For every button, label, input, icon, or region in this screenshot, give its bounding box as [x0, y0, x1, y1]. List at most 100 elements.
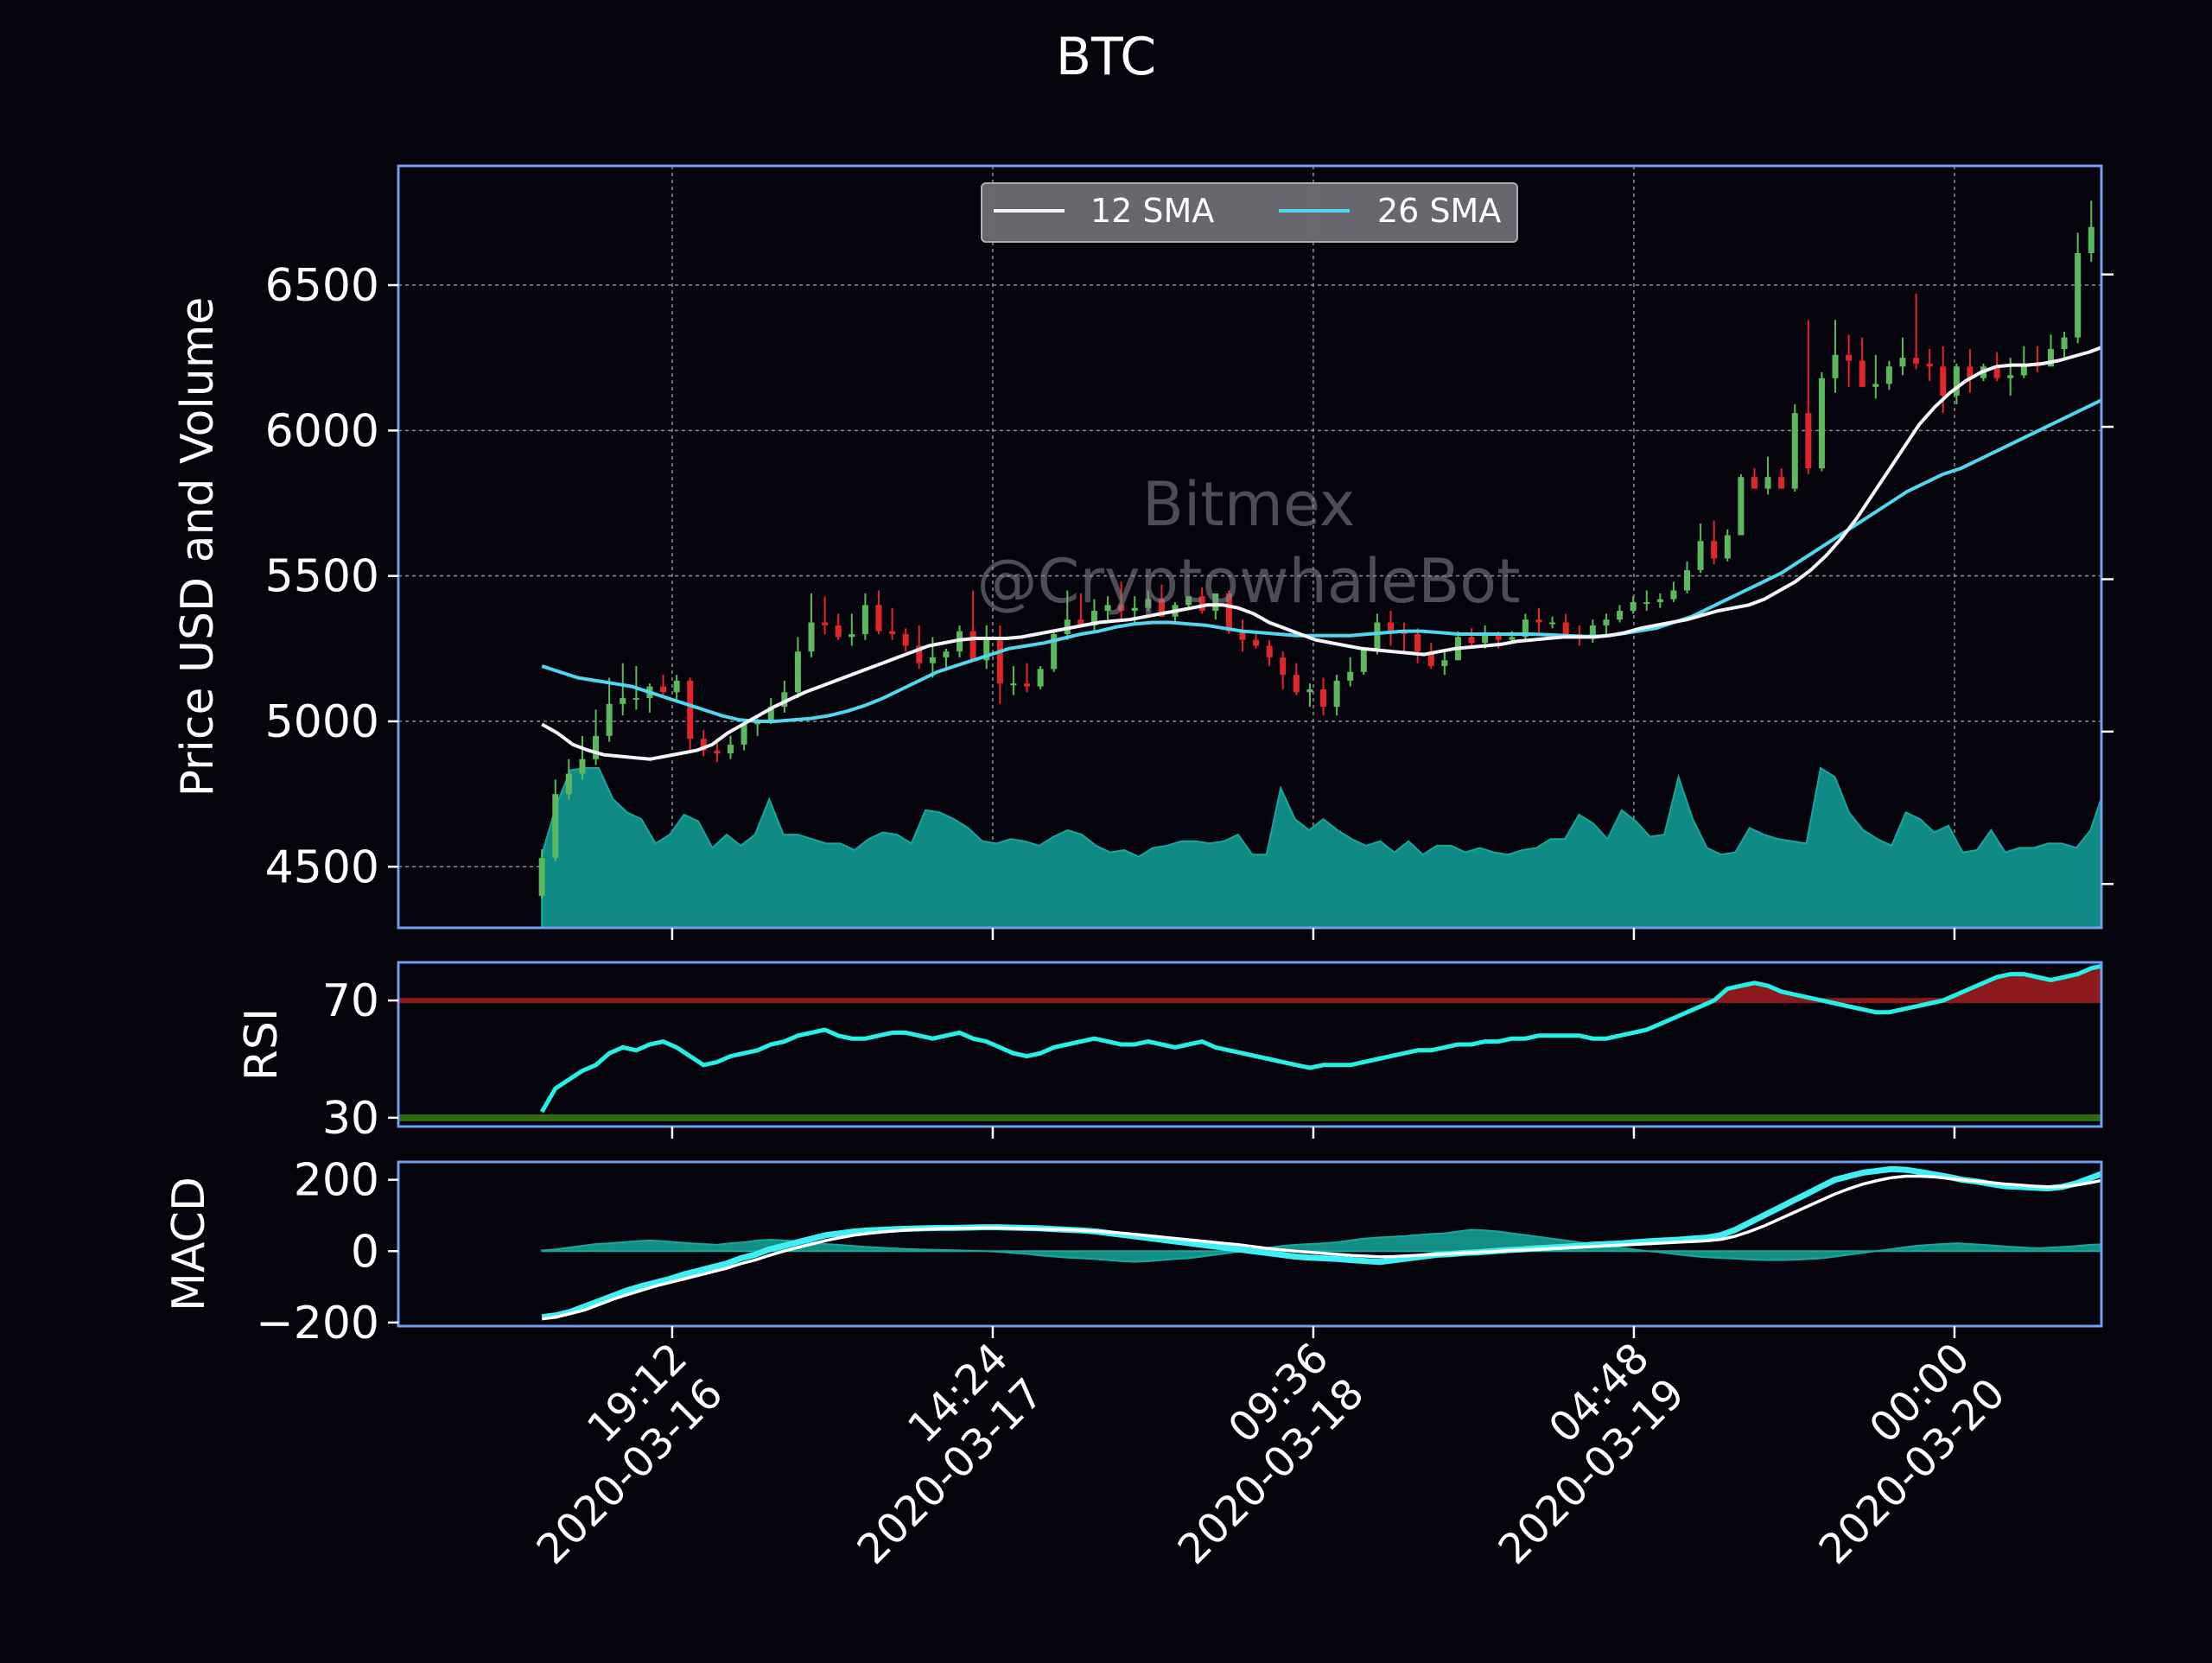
candle-body [902, 633, 909, 646]
candle-body [1131, 607, 1138, 612]
candle [1818, 372, 1825, 472]
candle-body [2007, 375, 2014, 378]
candle-body [808, 622, 815, 652]
candle-body [835, 625, 842, 638]
candle [727, 735, 734, 759]
candle-body [916, 645, 923, 663]
candle-body [1603, 619, 1610, 625]
candle-body [1630, 601, 1637, 612]
candle [620, 663, 626, 716]
candle-body [1293, 675, 1300, 693]
candle-body [1913, 358, 1920, 364]
candle-body [565, 773, 572, 795]
candle [916, 625, 923, 670]
candle-body [2020, 363, 2027, 376]
candle-body [1090, 611, 1097, 625]
candle [1764, 456, 1771, 495]
candle-body [1617, 611, 1624, 620]
candle-body [1023, 683, 1031, 687]
candle [538, 849, 545, 899]
candle-body [1872, 384, 1879, 387]
candle [1333, 675, 1340, 716]
price-ylabel: Price USD and Volume [172, 297, 224, 797]
candle [1643, 590, 1650, 612]
candle [1051, 631, 1058, 672]
legend-box [981, 182, 1518, 243]
candle [2020, 346, 2027, 378]
candle-body [1320, 689, 1327, 708]
candle [794, 637, 801, 699]
candle-body [1198, 596, 1205, 612]
price-panel-frame [397, 164, 2103, 930]
candle [1387, 611, 1394, 646]
candle [593, 709, 600, 765]
candle [1037, 666, 1044, 689]
candle-body [969, 631, 976, 661]
candle [849, 613, 855, 646]
candle-body [1010, 683, 1017, 686]
candle [1549, 616, 1556, 629]
macd-panel-frame [397, 1160, 2103, 1328]
candle [673, 675, 680, 701]
candle-body [1656, 599, 1663, 602]
candle-body [1643, 601, 1650, 604]
candle [1684, 561, 1691, 593]
candle [1280, 651, 1287, 689]
rsi-panel-frame [397, 961, 2103, 1128]
candle [1414, 628, 1421, 663]
candle-body [781, 692, 788, 708]
candle [983, 625, 990, 670]
macd-ytick-label: −200 [256, 1298, 379, 1349]
candle [660, 675, 667, 695]
price-ytick-label: 5500 [265, 551, 379, 603]
candle [1603, 613, 1610, 634]
candle-body [1158, 599, 1165, 617]
candle [1778, 468, 1785, 489]
candle-body [1253, 639, 1260, 646]
candle-body [822, 622, 829, 625]
candle [1427, 643, 1434, 670]
candle [606, 677, 613, 742]
candle-body [1832, 354, 1839, 378]
candle-body [673, 680, 680, 693]
candle-body [1589, 625, 1596, 638]
candle-body [1266, 645, 1273, 657]
candle [1859, 337, 1866, 387]
candle [1023, 663, 1031, 693]
price-ytick-label: 6500 [265, 260, 379, 312]
candle [552, 779, 559, 861]
candle [1293, 663, 1300, 695]
candle-body [1225, 593, 1232, 632]
candle-body [1306, 689, 1313, 693]
candle [1118, 581, 1125, 620]
candle-body [767, 707, 774, 721]
candle [2061, 331, 2068, 359]
candle-body [794, 651, 801, 693]
candle [875, 590, 882, 634]
candle-body [1711, 541, 1718, 559]
candle [822, 596, 829, 634]
candle [1185, 596, 1192, 608]
candle-body [1940, 366, 1947, 396]
candle-body [849, 633, 855, 638]
candle [1832, 320, 1839, 393]
volume-area [541, 766, 2101, 928]
rsi-line [540, 963, 2101, 1114]
candle-body [1482, 633, 1489, 644]
rsi-ytick-label: 70 [322, 975, 379, 1027]
candle-body [632, 698, 639, 701]
candle [1090, 599, 1097, 632]
candle [1738, 473, 1745, 536]
candle [1077, 593, 1084, 625]
candle-body [1104, 605, 1111, 612]
price-ytick-label: 5000 [265, 696, 379, 748]
rsi-panel-plot [398, 963, 2101, 1121]
candle [1846, 334, 1853, 387]
candle-body [1846, 354, 1853, 361]
candle [1347, 657, 1354, 687]
candle-body [1818, 378, 1825, 469]
legend-label-sma12: 12 SMA [1090, 192, 1214, 230]
macd-ylabel: MACD [163, 1177, 215, 1311]
candle-body [660, 686, 667, 693]
